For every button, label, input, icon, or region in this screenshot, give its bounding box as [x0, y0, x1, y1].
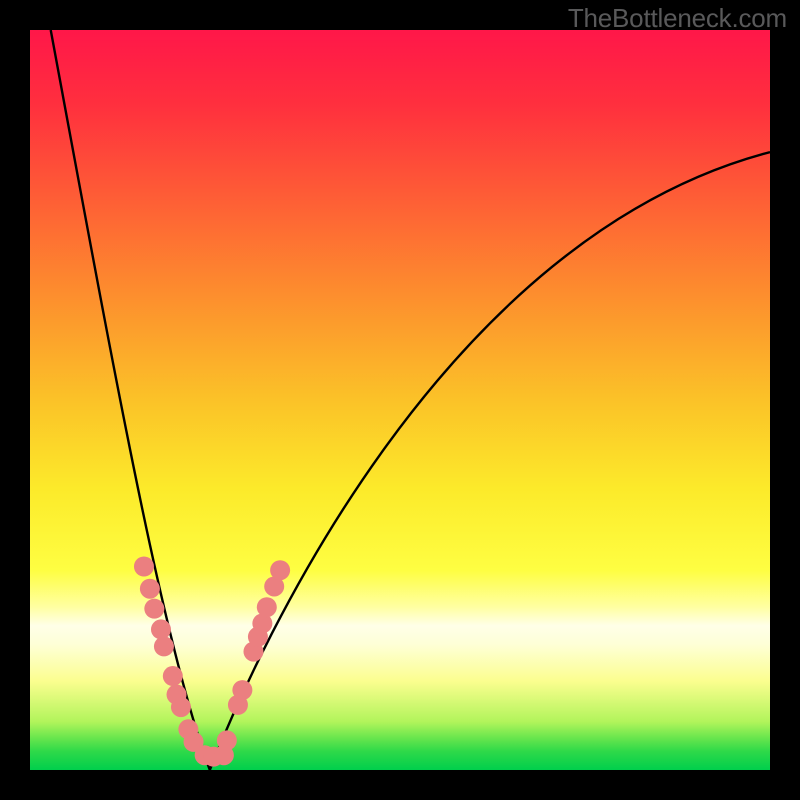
- data-point-marker: [171, 697, 191, 717]
- watermark-text: TheBottleneck.com: [568, 3, 787, 34]
- data-point-marker: [144, 599, 164, 619]
- bottleneck-curve: [51, 30, 770, 770]
- plot-area: [30, 30, 770, 770]
- data-point-marker: [217, 730, 237, 750]
- chart-stage: TheBottleneck.com: [0, 0, 800, 800]
- data-point-marker: [232, 680, 252, 700]
- data-point-marker: [163, 666, 183, 686]
- data-point-marker: [140, 579, 160, 599]
- data-point-marker: [257, 597, 277, 617]
- data-point-marker: [270, 560, 290, 580]
- curve-layer: [30, 30, 770, 770]
- data-point-marker: [154, 636, 174, 656]
- data-point-marker: [134, 557, 154, 577]
- data-point-marker: [151, 619, 171, 639]
